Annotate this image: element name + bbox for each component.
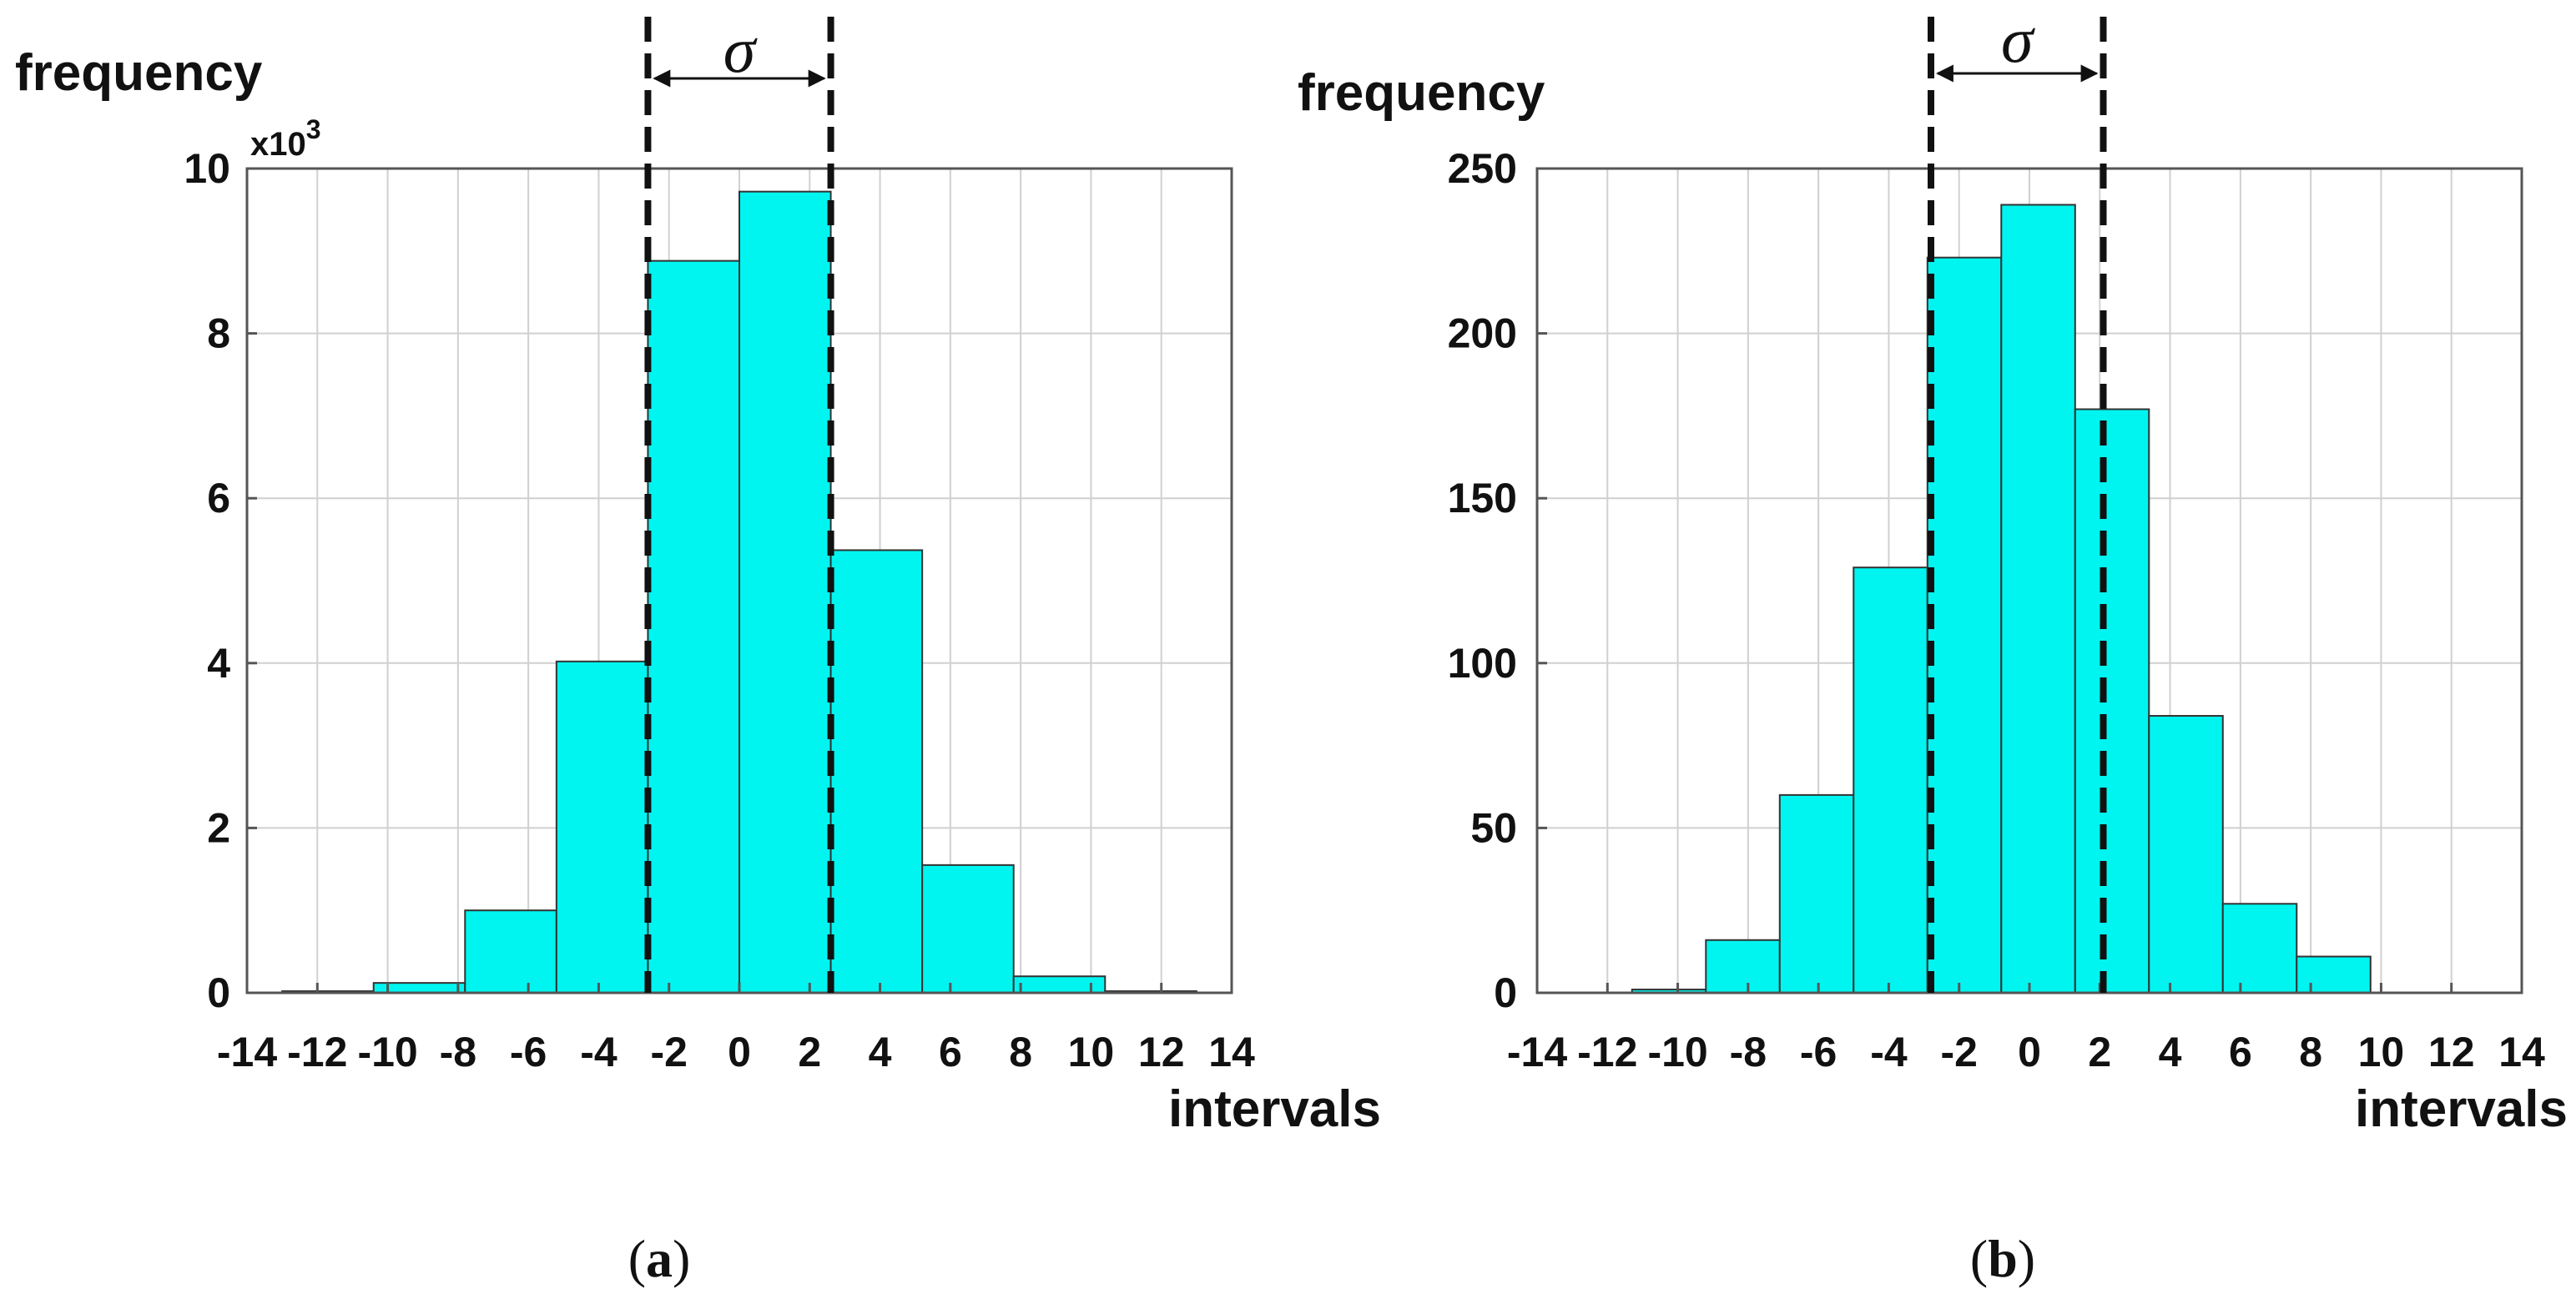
histogram-bar (2000, 204, 2076, 994)
histogram-bar (921, 863, 1015, 994)
x-tick-label: 12 (2428, 1029, 2475, 1075)
x-tick-label: 10 (2358, 1029, 2405, 1075)
y-tick-label: 250 (1448, 145, 1517, 192)
y-tick-label: 150 (1448, 475, 1517, 521)
y-tick-label: 0 (1494, 969, 1517, 1016)
y-tick-label: 50 (1470, 804, 1517, 851)
histogram-bar (647, 259, 741, 994)
x-tick-label: -4 (580, 1029, 618, 1075)
caption-close-paren: ) (2018, 1229, 2035, 1288)
histogram-bar (1705, 939, 1781, 994)
caption-open-paren: ( (1970, 1229, 1988, 1288)
caption-close-paren: ) (673, 1229, 690, 1288)
x-axis-label: intervals (1168, 1080, 1381, 1138)
x-tick-label: 2 (2088, 1029, 2111, 1075)
x-tick-label: -8 (440, 1029, 476, 1075)
histogram-bar (1853, 566, 1928, 994)
panel-b: -14 -12 -10 -8 -6 -4 -2 0 2 4 6 8 10 12 14 0 50 100 150 200… (1298, 3, 2568, 1288)
x-tick-label: -4 (1870, 1029, 1908, 1075)
x-tick-label: 14 (2498, 1029, 2545, 1075)
sigma-symbol: σ (2001, 3, 2035, 76)
caption-letter: b (1988, 1229, 2018, 1288)
x-tick-label: -14 (1507, 1029, 1567, 1075)
y-axis-label: frequency (15, 44, 263, 102)
panel-caption: (a) (628, 1229, 691, 1288)
x-tick-label: -10 (357, 1029, 417, 1075)
x-tick-label: 8 (1009, 1029, 1032, 1075)
y-tick-label: 4 (207, 640, 230, 687)
histogram-bar (2074, 408, 2150, 994)
x-tick-label: -14 (217, 1029, 277, 1075)
x-tick-label: -6 (1800, 1029, 1837, 1075)
y-tick-label: 0 (207, 969, 230, 1016)
histogram-bar (739, 190, 832, 994)
histogram-bar (1926, 256, 2003, 994)
y-tick-label: 200 (1448, 310, 1517, 357)
y-tick-label: 2 (207, 804, 230, 851)
histogram-bar (1778, 793, 1855, 994)
x-tick-label: -8 (1730, 1029, 1767, 1075)
y-multiplier-base: x10 (250, 126, 306, 163)
x-tick-label: -2 (650, 1029, 687, 1075)
y-axis-label: frequency (1298, 64, 1545, 122)
x-tick-label: 0 (2018, 1029, 2041, 1075)
x-tick-label: -12 (287, 1029, 347, 1075)
y-multiplier: x103 (250, 114, 321, 163)
histogram-bar (2148, 715, 2224, 994)
caption-letter: a (646, 1229, 673, 1288)
x-tick-label: 14 (1208, 1029, 1255, 1075)
histogram-bar (555, 660, 649, 994)
histogram-bar (2221, 903, 2298, 994)
x-tick-label: 2 (798, 1029, 821, 1075)
y-tick-label: 100 (1448, 640, 1517, 687)
y-tick-label: 8 (207, 310, 230, 357)
x-axis-label: intervals (2355, 1080, 2568, 1138)
x-tick-label: -2 (1940, 1029, 1977, 1075)
sigma-symbol: σ (723, 13, 758, 86)
x-tick-label: -10 (1647, 1029, 1707, 1075)
x-tick-label: -6 (510, 1029, 547, 1075)
x-tick-label: -12 (1577, 1029, 1637, 1075)
x-tick-label: 4 (2159, 1029, 2182, 1075)
x-tick-label: 6 (939, 1029, 962, 1075)
histogram-bar (829, 549, 924, 994)
x-tick-label: 6 (2229, 1029, 2252, 1075)
histogram-bar (464, 909, 557, 994)
y-tick-label: 6 (207, 475, 230, 521)
x-tick-label: 10 (1068, 1029, 1115, 1075)
y-multiplier-exponent: 3 (306, 114, 321, 144)
x-tick-label: 12 (1138, 1029, 1185, 1075)
x-tick-label: 8 (2299, 1029, 2322, 1075)
histogram-bar (2296, 955, 2372, 994)
x-tick-label: 0 (728, 1029, 751, 1075)
y-tick-label: 10 (184, 145, 230, 192)
x-tick-label: 4 (869, 1029, 892, 1075)
panel-caption: (b) (1970, 1229, 2035, 1288)
caption-open-paren: ( (628, 1229, 646, 1288)
panel-a: -14 -12 -10 -8 -6 -4 -2 0 2 4 6 8 10 12 14 0 2 4 6 8 10 frequ… (15, 13, 1381, 1288)
